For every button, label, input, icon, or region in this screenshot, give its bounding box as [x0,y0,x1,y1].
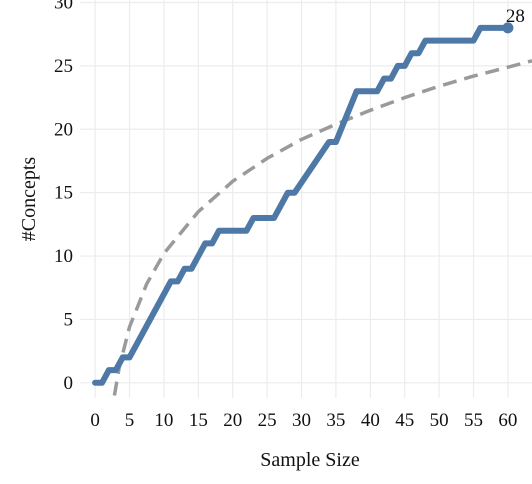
x-tick-label: 50 [430,410,449,431]
tick-labels: 0 5 10 15 20 25 30 35 40 45 50 55 60 0 5 10 15 20 25 30 [54,0,517,431]
fitted-curve-line [112,59,532,396]
x-tick-label: 40 [361,410,380,431]
y-tick-label: 30 [54,0,73,14]
y-tick-label: 25 [54,56,73,77]
observed-concepts-line [92,24,511,386]
y-tick-label: 5 [64,309,74,330]
x-tick-label: 15 [189,410,208,431]
x-tick-label: 35 [326,410,345,431]
x-tick-label: 55 [464,410,483,431]
gridlines [80,0,532,398]
x-tick-label: 5 [125,410,135,431]
x-tick-label: 10 [154,410,173,431]
end-point-marker [502,22,514,34]
y-axis-title: #Concepts [18,157,40,242]
x-tick-label: 60 [498,410,517,431]
series-layer: 28 [92,6,532,396]
x-axis-title: Sample Size [260,449,360,471]
x-tick-label: 20 [223,410,242,431]
x-tick-label: 45 [395,410,414,431]
y-tick-label: 0 [64,373,74,394]
y-tick-label: 10 [54,246,73,267]
x-tick-label: 30 [292,410,311,431]
x-tick-label: 0 [90,410,100,431]
y-tick-label: 20 [54,119,73,140]
y-tick-label: 15 [54,183,73,204]
x-tick-label: 25 [258,410,277,431]
end-value-label: 28 [506,6,525,27]
